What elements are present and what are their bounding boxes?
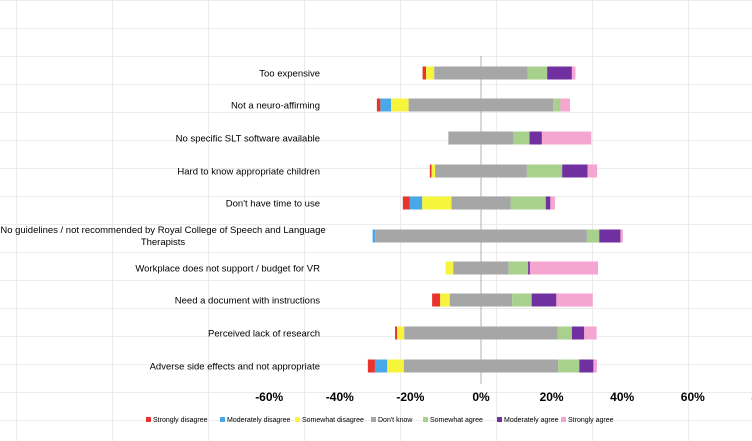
bar-segment-somewhat-agree — [586, 229, 600, 243]
x-tick-label: 60% — [681, 390, 705, 404]
category-label: Not a neuro-affirming — [231, 101, 320, 112]
category-label: Don't have time to use — [226, 199, 320, 210]
category-label: Adverse side effects and not appropriate — [150, 362, 320, 373]
bar-segment-moderately-agree — [529, 131, 542, 145]
category-label: No guidelines / not recommended by Royal… — [0, 225, 325, 248]
bar-segment-somewhat-agree — [558, 359, 580, 373]
legend-swatch — [371, 417, 376, 422]
bar-segment-strongly-agree — [584, 326, 597, 340]
bar-segment-somewhat-disagree — [390, 98, 409, 112]
legend-label: Strongly disagree — [153, 417, 208, 424]
category-label: Perceived lack of research — [208, 329, 320, 340]
x-tick-label: 0% — [472, 390, 490, 404]
bar-segment-strongly-agree — [593, 359, 597, 373]
bar-segment-strongly-disagree — [402, 196, 410, 210]
category-label: No specific SLT software available — [176, 134, 320, 145]
bar-segment-don-t-know — [448, 131, 514, 145]
legend-label: Moderately disagree — [227, 417, 291, 424]
bar-segment-moderately-disagree — [374, 359, 388, 373]
bar-segment-somewhat-agree — [526, 164, 563, 178]
bar-segment-don-t-know — [434, 66, 528, 80]
x-tick-label: 20% — [540, 390, 564, 404]
bar-segment-strongly-disagree — [395, 326, 398, 340]
bar-segment-moderately-agree — [545, 196, 551, 210]
legend-label: Don't know — [378, 417, 413, 424]
bar-segment-strongly-agree — [556, 293, 593, 307]
bar-segment-somewhat-disagree — [445, 261, 454, 275]
legend-swatch — [146, 417, 151, 422]
legend-label: Somewhat disagree — [302, 417, 364, 424]
bar-segment-moderately-disagree — [372, 229, 376, 243]
bar-segment-moderately-agree — [562, 164, 588, 178]
legend-label: Moderately agree — [504, 417, 559, 424]
legend-swatch — [220, 417, 225, 422]
category-label: Need a document with instructions — [175, 296, 320, 307]
x-tick-label: -40% — [326, 390, 354, 404]
bar-segment-moderately-disagree — [409, 196, 423, 210]
category-label: Hard to know appropriate children — [177, 167, 320, 178]
x-tick-label: 40% — [610, 390, 634, 404]
bar-segment-somewhat-disagree — [426, 66, 435, 80]
bar-segment-somewhat-agree — [527, 66, 548, 80]
legend: Strongly disagree Moderately disagree Some… — [146, 417, 614, 424]
bar-segment-strongly-disagree — [432, 293, 441, 307]
bar-segment-don-t-know — [453, 261, 509, 275]
x-tick-label: -20% — [396, 390, 424, 404]
bar-segment-don-t-know — [375, 229, 587, 243]
x-axis-tick-labels: -60%-40%-20%0%20%40%60%80%100% — [255, 390, 752, 404]
bar-segment-somewhat-disagree — [397, 326, 405, 340]
bar-segment-don-t-know — [435, 164, 527, 178]
category-label: Workplace does not support / budget for … — [135, 264, 320, 275]
bar-segment-moderately-agree — [531, 293, 557, 307]
legend-label: Strongly agree — [568, 417, 614, 424]
bar-segment-somewhat-agree — [512, 293, 532, 307]
bar-segment-don-t-know — [404, 326, 558, 340]
category-label: Too expensive — [259, 69, 320, 80]
bar-segment-moderately-agree — [547, 66, 572, 80]
bar-segment-somewhat-agree — [513, 131, 530, 145]
bar-segment-don-t-know — [449, 293, 513, 307]
bar-segment-moderately-disagree — [380, 98, 391, 112]
bar-segment-somewhat-agree — [510, 196, 546, 210]
legend-label: Somewhat agree — [430, 417, 483, 424]
bar-segment-moderately-agree — [528, 261, 530, 275]
legend-swatch — [295, 417, 300, 422]
bar-segment-don-t-know — [451, 196, 511, 210]
bar-segment-strongly-agree — [620, 229, 623, 243]
legend-swatch — [423, 417, 428, 422]
bar-segment-somewhat-agree — [557, 326, 572, 340]
bar-segment-somewhat-disagree — [387, 359, 404, 373]
bar-segment-strongly-disagree — [429, 164, 432, 178]
bar-segment-strongly-disagree — [367, 359, 375, 373]
bar-segment-strongly-agree — [571, 66, 576, 80]
legend-swatch — [561, 417, 566, 422]
bar-segment-somewhat-disagree — [440, 293, 450, 307]
bar-segment-strongly-disagree — [376, 98, 381, 112]
legend-swatch — [497, 417, 502, 422]
bar-segment-don-t-know — [408, 98, 554, 112]
bar-segment-strongly-agree — [560, 98, 570, 112]
bar-segment-somewhat-agree — [553, 98, 561, 112]
bar-segment-somewhat-disagree — [431, 164, 436, 178]
bar-segment-moderately-agree — [571, 326, 585, 340]
bar-segment-strongly-disagree — [422, 66, 427, 80]
category-labels: Too expensive Not a neuro-affirming No spe… — [0, 69, 325, 373]
bar-segment-strongly-agree — [587, 164, 598, 178]
bar-segment-somewhat-agree — [508, 261, 529, 275]
bar-segment-moderately-agree — [599, 229, 621, 243]
bar-segment-strongly-agree — [550, 196, 555, 210]
bar-segment-strongly-agree — [541, 131, 592, 145]
bar-segment-moderately-agree — [579, 359, 594, 373]
bars-layer — [367, 66, 623, 373]
bar-segment-somewhat-disagree — [422, 196, 452, 210]
bar-segment-don-t-know — [403, 359, 559, 373]
x-tick-label: -60% — [255, 390, 283, 404]
bar-segment-strongly-agree — [529, 261, 599, 275]
